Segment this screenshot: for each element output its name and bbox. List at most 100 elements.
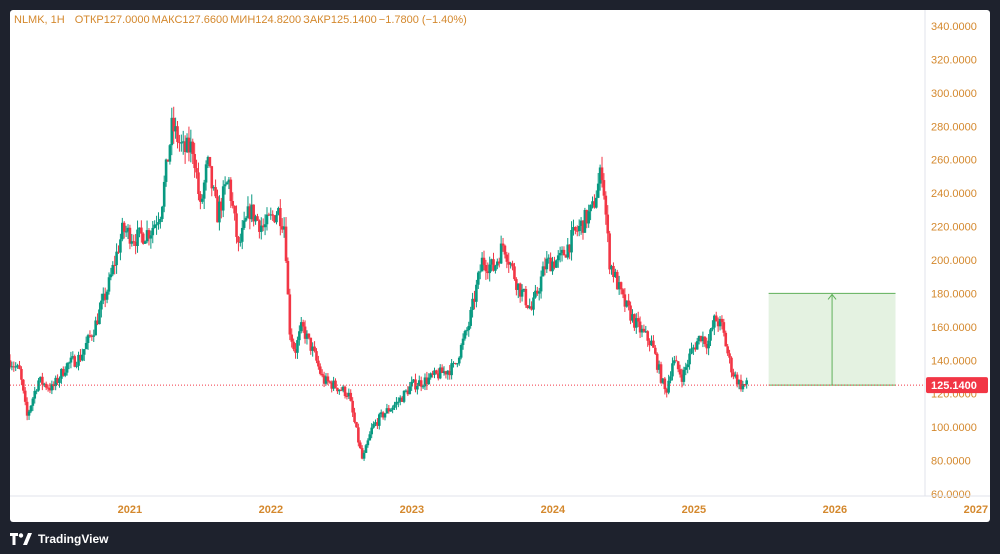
candle [389,408,393,412]
price-tick-label: 100.0000 [931,422,977,434]
candle [233,205,236,221]
candle [657,360,661,374]
candle [634,313,638,334]
candle [652,335,655,348]
candle [416,382,419,395]
candle [303,320,307,344]
candle [44,381,48,391]
time-axis[interactable]: 2021 2022 2023 2024 2025 2026 2027 [10,495,990,516]
candle [475,279,478,308]
candle [431,370,434,378]
candle [128,224,132,250]
candle [92,329,96,342]
tradingview-brand[interactable]: TradingView [10,532,108,546]
candle [187,126,191,162]
candle [511,260,514,271]
price-axis[interactable]: 60.000080.0000100.0000120.0000140.000016… [924,10,977,501]
high-value: МАКС127.6600 [151,14,229,26]
candle [63,366,67,378]
candle [29,404,33,414]
candle [391,405,394,414]
candle [100,293,103,318]
brand-name: TradingView [38,532,109,546]
candle [364,443,368,454]
candle [149,230,153,249]
candle [309,337,313,355]
candle [370,423,373,439]
last-price-tag: 125.1400 [926,377,988,394]
price-range-tool[interactable] [768,292,896,386]
candle [619,281,623,295]
candle [374,419,377,427]
candle [16,363,19,369]
candle [174,117,177,139]
candle [273,215,276,224]
candle [261,218,265,232]
candle [553,256,556,270]
candle [648,338,651,352]
candle [562,246,566,256]
price-tick-label: 300.0000 [931,88,977,100]
candle [579,217,583,235]
candle [263,214,267,236]
candle [178,134,181,152]
candlestick-chart[interactable]: 60.000080.0000100.0000120.0000140.000016… [10,10,990,522]
candle [345,392,349,400]
price-tick-label: 200.0000 [931,255,977,267]
candle [355,421,358,428]
candle [549,252,552,272]
candle [33,386,37,404]
candle [244,216,248,222]
candle [214,179,217,199]
time-tick-label: 2027 [964,504,988,516]
candle [467,321,471,337]
candle [320,369,324,378]
symbol-title[interactable]: NLMK, 1H [14,14,65,26]
candle [231,192,235,209]
candle [239,233,242,247]
candle [570,221,573,261]
candle [633,313,636,331]
candle [191,138,195,164]
last-price-tag-text: 125.1400 [931,380,977,392]
candle [240,220,244,250]
candle [720,315,724,330]
candle [518,282,522,303]
candle [448,365,452,380]
candle [421,384,425,390]
candle [269,207,273,220]
candle [98,302,101,325]
candle [334,378,337,389]
candle [566,237,570,260]
candle [539,270,543,299]
candle [730,356,733,378]
candle [575,225,579,237]
candle [229,177,233,208]
candle [208,156,212,168]
price-tick-label: 340.0000 [931,21,977,33]
candle [254,214,257,225]
candle [490,258,493,272]
candle [195,159,198,179]
chart-pane[interactable]: 60.0000 80.0000 100.0000 120.0000 140.0000 16… [10,10,990,522]
candle [115,243,118,274]
candle [503,244,507,259]
candle [132,234,136,246]
candle [419,376,423,392]
candle [358,440,362,450]
candle [608,230,611,275]
candle [697,335,701,345]
candle [160,205,164,222]
ohlc-legend: NLMK, 1H ОТКР127.0000 МАКС127.6600 МИН12… [14,14,469,30]
candle [433,367,436,379]
candle [722,318,726,337]
candle [440,364,444,374]
candle [22,379,25,394]
candle [714,311,718,322]
candle [724,330,728,347]
candle [680,368,684,388]
candle [686,359,689,374]
candle [376,418,379,430]
candle [693,342,697,352]
candle [221,180,225,218]
